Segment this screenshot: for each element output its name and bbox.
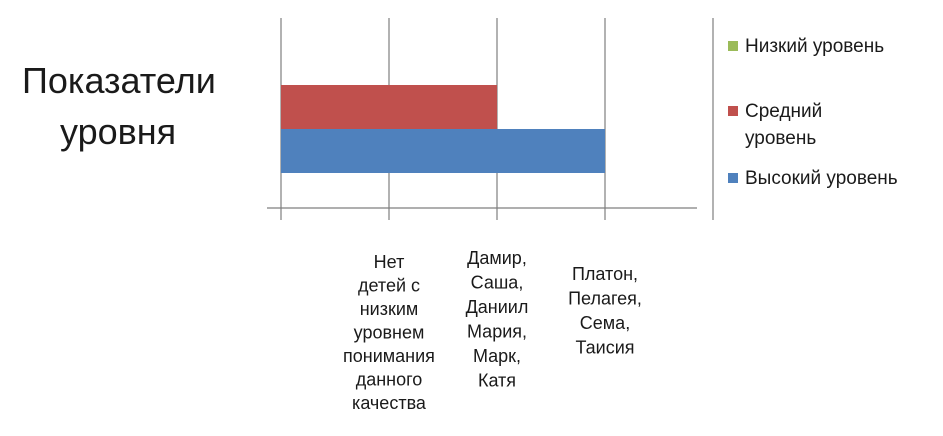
x-axis	[267, 207, 714, 220]
category-label-3-line-3: Сема,	[580, 313, 630, 333]
category-label-2-line-3: Даниил	[466, 297, 529, 317]
bars	[281, 85, 605, 173]
legend-item-низкий-уровень: Низкий уровень	[728, 36, 884, 57]
category-label-2-line-6: Катя	[478, 371, 516, 391]
legend-label-средний-уровень-1: Средний	[745, 101, 822, 122]
category-label-3-line-1: Платон,	[572, 264, 638, 284]
category-label-1-line-3: низким	[360, 299, 419, 319]
category-labels: Нет детей с низким уровнем понимания данного к…	[343, 248, 642, 413]
category-label-2-line-2: Саша,	[471, 273, 524, 293]
legend: Низкий уровень Средний уровень Высокий уров…	[728, 36, 898, 189]
bar-средний-уровень	[281, 85, 497, 129]
chart-title-line-1: Показатели	[22, 60, 216, 101]
legend-label-низкий-уровень-1: Низкий уровень	[745, 36, 884, 57]
category-label-2-line-5: Марк,	[473, 346, 521, 366]
category-label-1-line-5: понимания	[343, 346, 435, 366]
category-label-1-line-1: Нет	[374, 252, 405, 272]
category-label-1-line-4: уровнем	[354, 323, 425, 343]
category-label-3-line-2: Пелагея,	[568, 289, 642, 309]
category-label-1-line-6: данного	[356, 370, 423, 390]
legend-swatch-низкий-уровень	[728, 41, 738, 51]
chart-title-line-2: уровня	[60, 111, 176, 152]
category-label-3: Платон, Пелагея, Сема, Таисия	[568, 264, 642, 358]
legend-swatch-средний-уровень	[728, 106, 738, 116]
category-label-3-line-4: Таисия	[575, 338, 634, 358]
legend-item-средний-уровень: Средний уровень	[728, 101, 822, 149]
category-label-1: Нет детей с низким уровнем понимания данного к…	[343, 252, 435, 413]
category-label-1-line-7: качества	[352, 393, 427, 413]
bar-высокий-уровень	[281, 129, 605, 173]
category-label-2-line-1: Дамир,	[467, 248, 527, 268]
legend-swatch-высокий-уровень	[728, 173, 738, 183]
legend-label-средний-уровень-2: уровень	[745, 128, 816, 149]
category-label-2: Дамир, Саша, Даниил Мария, Марк, Катя	[466, 248, 529, 391]
category-label-2-line-4: Мария,	[467, 322, 527, 342]
legend-item-высокий-уровень: Высокий уровень	[728, 168, 898, 189]
legend-label-высокий-уровень-1: Высокий уровень	[745, 168, 898, 189]
chart-title: Показатели уровня	[22, 60, 216, 152]
category-label-1-line-2: детей с	[358, 276, 420, 296]
